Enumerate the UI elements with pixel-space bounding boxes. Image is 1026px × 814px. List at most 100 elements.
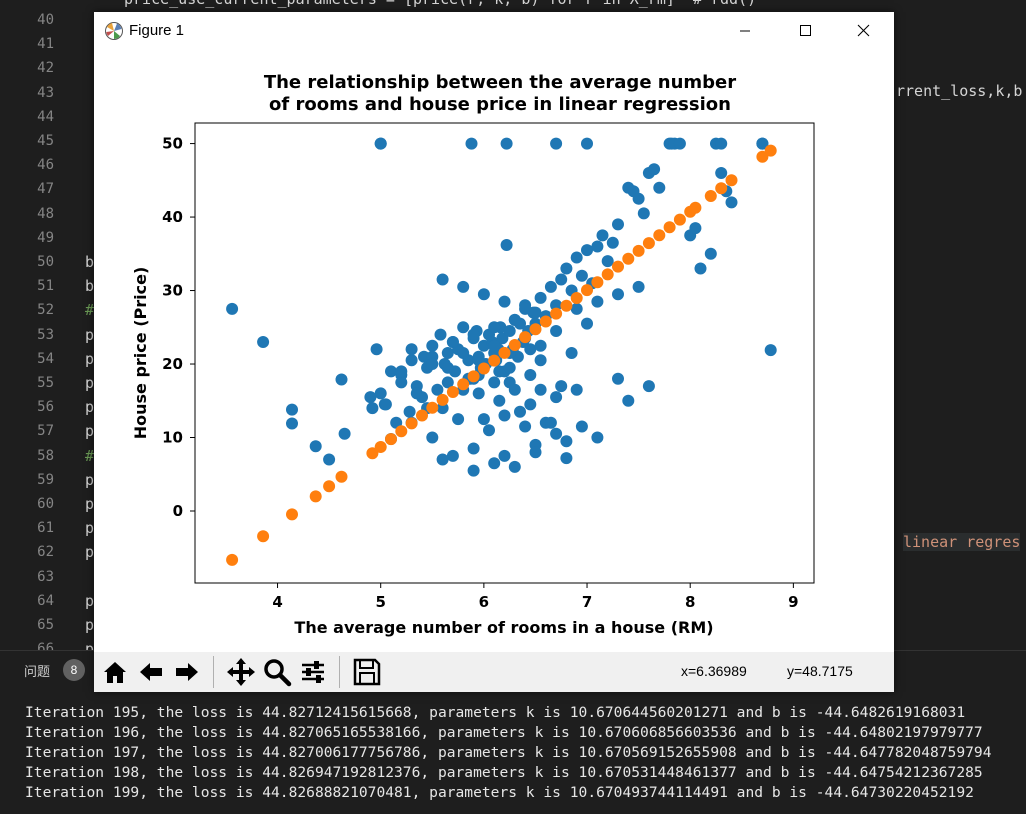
line-number: 41 bbox=[37, 36, 54, 53]
data-point bbox=[405, 354, 418, 367]
data-point bbox=[581, 244, 593, 257]
figure-canvas[interactable]: The relationship between the average num… bbox=[94, 50, 894, 652]
configure-subplots-icon bbox=[302, 661, 324, 683]
line-number: 40 bbox=[37, 12, 54, 28]
fit-point bbox=[335, 470, 348, 483]
data-point bbox=[488, 339, 501, 352]
code-fragment: b bbox=[85, 253, 95, 271]
pan-icon bbox=[227, 658, 255, 686]
data-point bbox=[434, 328, 447, 341]
problems-tab-label[interactable]: 问题 bbox=[24, 664, 51, 679]
pan-button[interactable] bbox=[224, 655, 258, 689]
data-point bbox=[601, 255, 614, 268]
data-point bbox=[534, 339, 547, 352]
x-tick-label: 4 bbox=[272, 593, 282, 611]
code-fragment: p bbox=[85, 640, 94, 658]
x-tick-label: 6 bbox=[479, 593, 489, 611]
close-button[interactable] bbox=[840, 12, 886, 50]
minimize-icon bbox=[740, 30, 750, 32]
data-point bbox=[405, 343, 418, 356]
line-number: 57 bbox=[37, 423, 54, 440]
data-point bbox=[550, 137, 563, 150]
fit-point bbox=[632, 244, 645, 257]
data-point bbox=[560, 452, 573, 465]
code-fragment: p bbox=[85, 591, 95, 610]
data-point bbox=[431, 383, 444, 396]
window-titlebar[interactable]: Figure 1 bbox=[94, 12, 894, 50]
data-point bbox=[498, 295, 511, 308]
data-point bbox=[446, 449, 459, 462]
code-fragment: p bbox=[85, 519, 95, 538]
x-axis-label: The average number of rooms in a house (… bbox=[294, 618, 713, 637]
fit-point bbox=[286, 508, 298, 521]
data-point bbox=[581, 137, 593, 150]
data-point bbox=[524, 343, 537, 356]
data-point bbox=[366, 402, 379, 415]
code-fragment: p bbox=[85, 495, 95, 513]
line-number: 52 bbox=[37, 302, 54, 319]
line-number: 64 bbox=[37, 592, 54, 609]
back-button[interactable] bbox=[134, 655, 168, 689]
data-point bbox=[496, 332, 509, 345]
line-number: 59 bbox=[37, 471, 54, 488]
data-point bbox=[524, 369, 537, 381]
minimize-button[interactable] bbox=[722, 12, 768, 50]
fit-point bbox=[477, 362, 490, 375]
data-point bbox=[395, 365, 408, 378]
terminal-output[interactable]: Iteration 195, the loss is 44.8271241561… bbox=[0, 700, 1026, 814]
data-point bbox=[560, 262, 573, 275]
data-point bbox=[550, 427, 563, 440]
cursor-y-readout: y=48.7175 bbox=[787, 663, 853, 679]
data-point bbox=[452, 413, 465, 426]
code-fragment: b bbox=[85, 277, 95, 296]
data-point bbox=[498, 409, 511, 422]
line-number: 42 bbox=[37, 60, 54, 77]
data-point bbox=[488, 376, 501, 389]
data-point bbox=[715, 137, 728, 150]
data-point bbox=[467, 328, 480, 341]
data-point bbox=[508, 460, 521, 473]
home-button[interactable] bbox=[98, 655, 132, 689]
cursor-x-readout: x=6.36989 bbox=[681, 663, 747, 679]
data-point bbox=[364, 391, 377, 404]
data-point bbox=[612, 218, 624, 231]
data-point bbox=[493, 394, 506, 407]
data-point bbox=[653, 181, 666, 194]
fit-point bbox=[446, 386, 459, 398]
line-number: 43 bbox=[37, 84, 54, 101]
save-button[interactable] bbox=[350, 655, 384, 689]
data-point bbox=[689, 222, 702, 235]
fit-point bbox=[689, 201, 702, 214]
data-point bbox=[441, 347, 454, 359]
configure-subplots-button[interactable] bbox=[296, 655, 330, 689]
data-point bbox=[508, 383, 521, 396]
line-number: 55 bbox=[37, 375, 54, 391]
zoom-button[interactable] bbox=[260, 655, 294, 689]
code-fragment: p bbox=[85, 398, 95, 417]
data-point bbox=[575, 269, 588, 282]
data-point bbox=[446, 336, 459, 348]
data-point bbox=[457, 321, 470, 334]
data-point bbox=[591, 295, 604, 308]
maximize-button[interactable] bbox=[782, 12, 828, 50]
code-fragment: # bbox=[85, 301, 95, 320]
data-point bbox=[622, 394, 635, 407]
fit-point bbox=[385, 433, 397, 446]
y-tick-label: 50 bbox=[162, 135, 183, 153]
line-number: 56 bbox=[37, 399, 54, 416]
data-point bbox=[565, 347, 578, 359]
data-point bbox=[519, 420, 532, 433]
home-icon bbox=[104, 662, 126, 683]
data-point bbox=[441, 361, 454, 374]
line-number: 63 bbox=[37, 568, 54, 585]
fit-point bbox=[663, 221, 676, 234]
data-point bbox=[500, 137, 513, 150]
x-tick-label: 7 bbox=[582, 593, 592, 611]
data-point bbox=[257, 336, 270, 348]
fit-point bbox=[323, 480, 336, 493]
forward-button[interactable] bbox=[170, 655, 204, 689]
code-fragment: p bbox=[85, 325, 95, 344]
data-point bbox=[632, 192, 645, 205]
code-fragment: p bbox=[85, 374, 95, 392]
data-point bbox=[500, 239, 513, 251]
